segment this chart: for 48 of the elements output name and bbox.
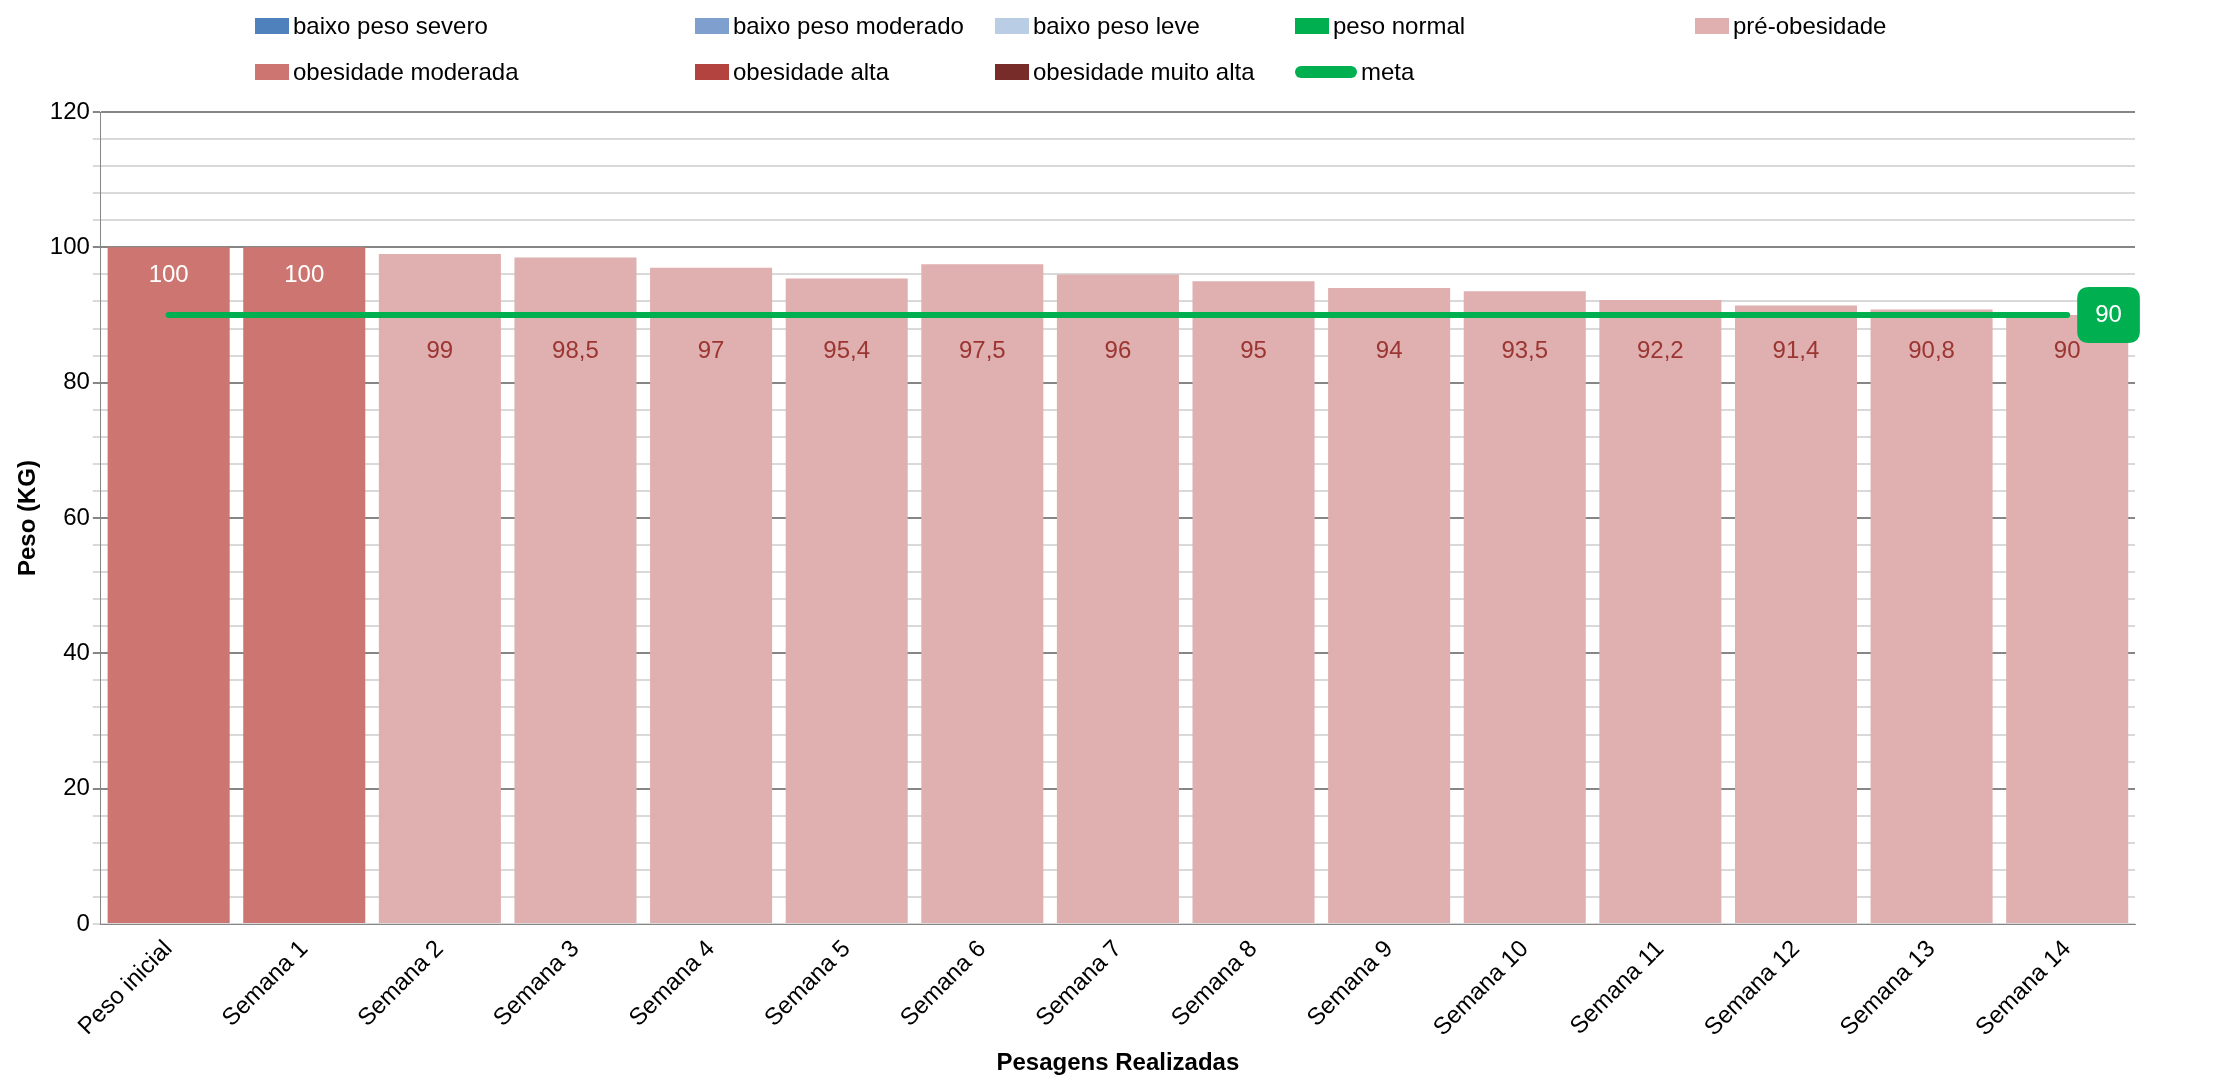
bar bbox=[1192, 281, 1315, 924]
data-label: 100 bbox=[148, 259, 189, 287]
bar bbox=[107, 247, 230, 924]
y-tick-label: 40 bbox=[63, 637, 90, 665]
y-tick-label: 120 bbox=[49, 96, 90, 124]
data-label: 92,2 bbox=[1637, 335, 1684, 363]
bar bbox=[1599, 300, 1722, 924]
legend-label: baixo peso leve bbox=[1033, 12, 1200, 40]
y-tick-label: 80 bbox=[63, 367, 90, 395]
bar bbox=[514, 257, 637, 924]
data-label: 95 bbox=[1240, 335, 1267, 363]
bar bbox=[785, 278, 908, 924]
bar bbox=[1870, 309, 1993, 924]
bar bbox=[1056, 274, 1179, 924]
legend-label: baixo peso moderado bbox=[733, 12, 964, 40]
bar bbox=[378, 254, 501, 924]
bar bbox=[650, 267, 773, 924]
bar bbox=[921, 264, 1044, 924]
legend-label: obesidade muito alta bbox=[1033, 58, 1255, 86]
y-tick-label: 0 bbox=[76, 908, 90, 936]
x-axis-title: Pesagens Realizadas bbox=[996, 1048, 1240, 1076]
y-tick-label: 20 bbox=[63, 773, 90, 801]
bar bbox=[1463, 291, 1586, 924]
data-label: 95,4 bbox=[823, 335, 871, 363]
data-label: 97,5 bbox=[958, 335, 1006, 363]
bar bbox=[1734, 305, 1857, 924]
bar bbox=[1328, 287, 1451, 924]
y-tick-label: 100 bbox=[49, 231, 90, 259]
data-label: 100 bbox=[284, 259, 325, 287]
y-tick-label: 60 bbox=[63, 502, 90, 530]
data-label: 90 bbox=[2095, 299, 2122, 327]
legend-label: peso normal bbox=[1333, 12, 1466, 40]
bar bbox=[243, 247, 366, 924]
data-label: 91,4 bbox=[1772, 335, 1820, 363]
legend-label: baixo peso severo bbox=[293, 12, 488, 40]
legend-label: meta bbox=[1361, 58, 1415, 86]
data-label: 97 bbox=[697, 335, 725, 363]
y-axis-title: Peso (KG) bbox=[13, 460, 41, 577]
legend-label: obesidade moderada bbox=[293, 58, 519, 86]
data-label: 94 bbox=[1375, 335, 1403, 363]
data-label: 90 bbox=[2053, 335, 2081, 363]
data-label: 93,5 bbox=[1501, 335, 1549, 363]
legend-label: pré-obesidade bbox=[1733, 12, 1887, 40]
data-label: 99 bbox=[426, 335, 454, 363]
legend-label: obesidade alta bbox=[733, 58, 890, 86]
data-label: 90,8 bbox=[1908, 335, 1955, 363]
data-label: 98,5 bbox=[552, 335, 599, 363]
data-label: 96 bbox=[1104, 335, 1132, 363]
